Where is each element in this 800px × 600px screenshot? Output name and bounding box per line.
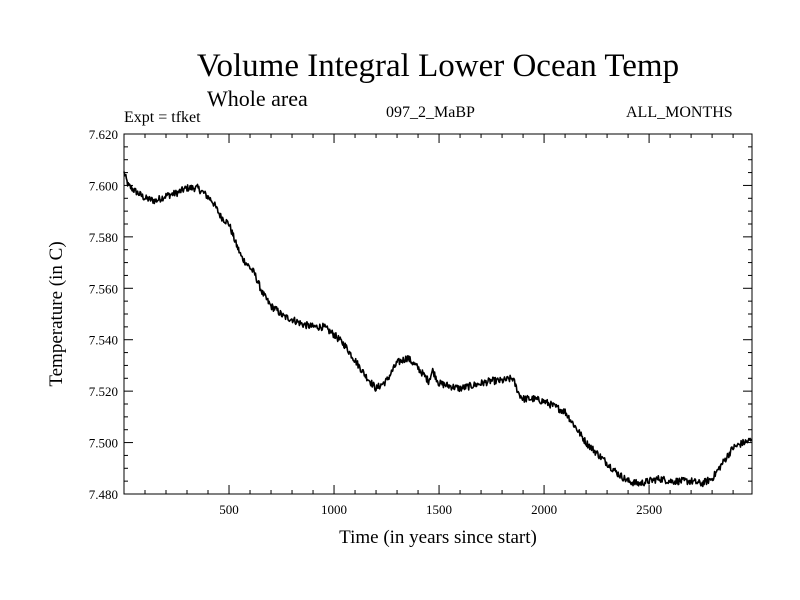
experiment-label: Expt = tfket xyxy=(124,109,201,126)
x-axis-label: Time (in years since start) xyxy=(339,527,537,548)
x-tick-label: 2000 xyxy=(531,502,557,517)
x-tick-label: 1000 xyxy=(321,502,347,517)
y-tick-label: 7.480 xyxy=(89,487,118,502)
y-tick-label: 7.620 xyxy=(89,127,118,142)
y-tick-label: 7.600 xyxy=(89,178,118,193)
series-line xyxy=(123,171,753,488)
y-tick-label: 7.500 xyxy=(89,436,118,451)
chart-subtitle: Whole area xyxy=(207,86,308,111)
x-tick-label: 1500 xyxy=(426,502,452,517)
x-tick-label: 2500 xyxy=(636,502,662,517)
months-label: ALL_MONTHS xyxy=(626,104,733,121)
series-layer xyxy=(123,171,753,488)
y-axis-label: Temperature (in C) xyxy=(46,241,67,386)
axes: 500 1000 1500 2000 2500 7.480 7.500 7.520 7.540 7… xyxy=(89,127,752,517)
y-tick-label: 7.560 xyxy=(89,281,118,296)
y-tick-label: 7.580 xyxy=(89,230,118,245)
y-tick-label: 7.540 xyxy=(89,333,118,348)
y-tick-label: 7.520 xyxy=(89,384,118,399)
plot-frame xyxy=(123,133,753,495)
run-id-label: 097_2_MaBP xyxy=(386,104,475,121)
chart-title: Volume Integral Lower Ocean Temp xyxy=(196,48,680,84)
x-tick-label: 500 xyxy=(219,502,239,517)
